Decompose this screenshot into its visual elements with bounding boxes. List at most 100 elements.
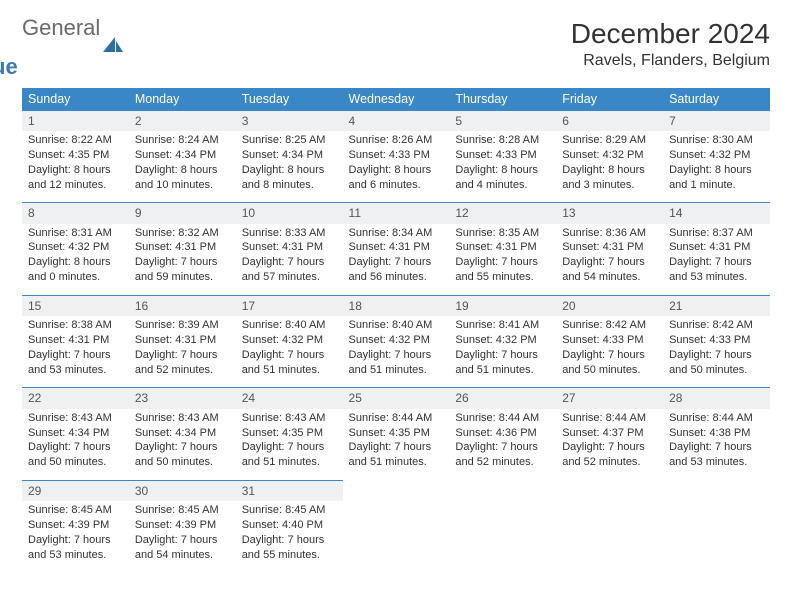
sunset-text: Sunset: 4:32 PM — [349, 333, 444, 348]
daylight-text: and 51 minutes. — [455, 363, 550, 378]
daylight-text: Daylight: 7 hours — [135, 533, 230, 548]
sunset-text: Sunset: 4:35 PM — [28, 148, 123, 163]
sunrise-text: Sunrise: 8:45 AM — [28, 503, 123, 518]
daylight-text: Daylight: 7 hours — [28, 440, 123, 455]
day-number: 8 — [22, 203, 129, 224]
day-number: 13 — [556, 203, 663, 224]
daylight-text: and 56 minutes. — [349, 270, 444, 285]
daylight-text: and 59 minutes. — [135, 270, 230, 285]
day-cell: Sunrise: 8:34 AMSunset: 4:31 PMDaylight:… — [343, 224, 450, 296]
daylight-text: Daylight: 7 hours — [455, 255, 550, 270]
daylight-text: and 53 minutes. — [28, 548, 123, 563]
sunrise-text: Sunrise: 8:33 AM — [242, 226, 337, 241]
day-cell: Sunrise: 8:32 AMSunset: 4:31 PMDaylight:… — [129, 224, 236, 296]
day-number: 4 — [343, 110, 450, 131]
daylight-text: Daylight: 7 hours — [669, 348, 764, 363]
content-row: Sunrise: 8:22 AMSunset: 4:35 PM Daylight:… — [22, 131, 770, 203]
day-number: 31 — [236, 481, 343, 502]
sunrise-text: Sunrise: 8:28 AM — [455, 133, 550, 148]
daylight-text: Daylight: 7 hours — [669, 440, 764, 455]
weekday-header: Saturday — [663, 88, 770, 111]
day-number: 9 — [129, 203, 236, 224]
weekday-header: Friday — [556, 88, 663, 111]
daylight-text: and 53 minutes. — [669, 455, 764, 470]
content-row: Sunrise: 8:38 AMSunset: 4:31 PMDaylight:… — [22, 316, 770, 388]
sunrise-text: Sunrise: 8:44 AM — [562, 411, 657, 426]
content-row: Sunrise: 8:43 AMSunset: 4:34 PMDaylight:… — [22, 409, 770, 481]
sunrise-text: Sunrise: 8:43 AM — [242, 411, 337, 426]
sunrise-text: Sunrise: 8:37 AM — [669, 226, 764, 241]
sunrise-text: Sunrise: 8:36 AM — [562, 226, 657, 241]
daylight-text: and 51 minutes. — [242, 363, 337, 378]
sunset-text: Sunset: 4:31 PM — [242, 240, 337, 255]
daylight-text: and 55 minutes. — [242, 548, 337, 563]
sunrise-text: Sunrise: 8:45 AM — [135, 503, 230, 518]
sunset-text: Sunset: 4:32 PM — [28, 240, 123, 255]
daylight-text: and 0 minutes. — [28, 270, 123, 285]
sunset-text: Sunset: 4:33 PM — [669, 333, 764, 348]
daylight-text: and 12 minutes. — [28, 178, 123, 193]
sunrise-text: Sunrise: 8:26 AM — [349, 133, 444, 148]
sunset-text: Sunset: 4:38 PM — [669, 426, 764, 441]
day-cell: Sunrise: 8:31 AMSunset: 4:32 PMDaylight:… — [22, 224, 129, 296]
sunset-text: Sunset: 4:33 PM — [349, 148, 444, 163]
day-cell: Sunrise: 8:29 AMSunset: 4:32 PMDaylight:… — [556, 131, 663, 203]
weekday-header: Monday — [129, 88, 236, 111]
sunrise-text: Sunrise: 8:42 AM — [669, 318, 764, 333]
sunrise-text: Sunrise: 8:35 AM — [455, 226, 550, 241]
sunset-text: Sunset: 4:31 PM — [135, 333, 230, 348]
daylight-text: and 50 minutes. — [562, 363, 657, 378]
daylight-text: Daylight: 7 hours — [28, 533, 123, 548]
day-cell: Sunrise: 8:33 AMSunset: 4:31 PMDaylight:… — [236, 224, 343, 296]
day-cell: Sunrise: 8:45 AMSunset: 4:40 PMDaylight:… — [236, 501, 343, 572]
day-cell: Sunrise: 8:37 AMSunset: 4:31 PMDaylight:… — [663, 224, 770, 296]
sunset-text: Sunset: 4:34 PM — [242, 148, 337, 163]
sunset-text: Sunset: 4:31 PM — [562, 240, 657, 255]
content-row: Sunrise: 8:45 AMSunset: 4:39 PMDaylight:… — [22, 501, 770, 572]
sunrise-text: Sunrise: 8:31 AM — [28, 226, 123, 241]
sunset-text: Sunset: 4:32 PM — [242, 333, 337, 348]
daynum-row: 1234567 — [22, 110, 770, 131]
logo-line2: Blue — [0, 57, 100, 78]
daylight-text: and 8 minutes. — [242, 178, 337, 193]
sunset-text: Sunset: 4:33 PM — [562, 333, 657, 348]
sunset-text: Sunset: 4:31 PM — [455, 240, 550, 255]
day-number: 3 — [236, 110, 343, 131]
daylight-text: Daylight: 8 hours — [669, 163, 764, 178]
day-cell: Sunrise: 8:43 AMSunset: 4:34 PMDaylight:… — [22, 409, 129, 481]
day-cell: Sunrise: 8:41 AMSunset: 4:32 PMDaylight:… — [449, 316, 556, 388]
empty-cell — [449, 501, 556, 572]
sunset-text: Sunset: 4:40 PM — [242, 518, 337, 533]
day-number: 24 — [236, 388, 343, 409]
day-cell: Sunrise: 8:22 AMSunset: 4:35 PMDaylight:… — [22, 131, 129, 203]
daylight-text: Daylight: 7 hours — [669, 255, 764, 270]
day-cell: Sunrise: 8:44 AMSunset: 4:36 PMDaylight:… — [449, 409, 556, 481]
daynum-row: 891011121314 — [22, 203, 770, 224]
day-number: 25 — [343, 388, 450, 409]
daylight-text: and 4 minutes. — [455, 178, 550, 193]
day-cell: Sunrise: 8:40 AMSunset: 4:32 PMDaylight:… — [236, 316, 343, 388]
weekday-header: Sunday — [22, 88, 129, 111]
sunset-text: Sunset: 4:35 PM — [349, 426, 444, 441]
sunrise-text: Sunrise: 8:22 AM — [28, 133, 123, 148]
daylight-text: Daylight: 7 hours — [135, 440, 230, 455]
day-cell: Sunrise: 8:42 AMSunset: 4:33 PMDaylight:… — [556, 316, 663, 388]
logo-line1: General — [22, 18, 100, 39]
header: General Blue December 2024 Ravels, Fland… — [22, 18, 770, 78]
daylight-text: and 52 minutes. — [455, 455, 550, 470]
sunset-text: Sunset: 4:39 PM — [28, 518, 123, 533]
day-number: 6 — [556, 110, 663, 131]
day-number: 11 — [343, 203, 450, 224]
empty-cell — [343, 481, 450, 502]
day-cell: Sunrise: 8:38 AMSunset: 4:31 PMDaylight:… — [22, 316, 129, 388]
day-cell: Sunrise: 8:44 AMSunset: 4:35 PMDaylight:… — [343, 409, 450, 481]
day-number: 2 — [129, 110, 236, 131]
daylight-text: and 54 minutes. — [562, 270, 657, 285]
daylight-text: and 51 minutes. — [242, 455, 337, 470]
sunset-text: Sunset: 4:33 PM — [455, 148, 550, 163]
day-number: 27 — [556, 388, 663, 409]
day-number: 26 — [449, 388, 556, 409]
daynum-row: 15161718192021 — [22, 295, 770, 316]
sunrise-text: Sunrise: 8:44 AM — [669, 411, 764, 426]
daylight-text: and 52 minutes. — [135, 363, 230, 378]
